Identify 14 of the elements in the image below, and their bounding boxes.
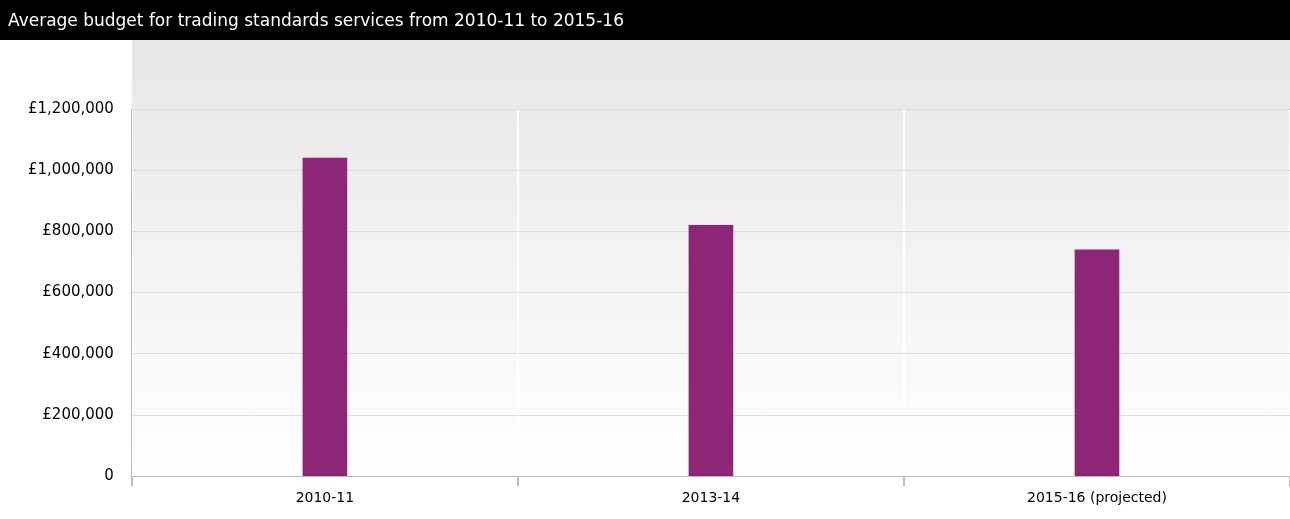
- bar: [1074, 249, 1120, 477]
- chart-title: Average budget for trading standards services from 2010-11 to 2015-16: [0, 0, 1290, 40]
- y-tick-label: £400,000: [42, 343, 114, 362]
- y-tick-label: £1,000,000: [27, 160, 114, 179]
- y-tick-label: £600,000: [42, 282, 114, 301]
- bar: [302, 157, 348, 477]
- x-tick-label: 2010-11: [295, 489, 355, 506]
- y-tick-label: 0: [104, 466, 114, 485]
- bar: [688, 224, 734, 477]
- x-tick-label: 2015-16 (projected): [1027, 489, 1167, 506]
- y-tick-label: £1,200,000: [27, 98, 114, 117]
- x-tick-label: 2013-14: [681, 489, 741, 506]
- y-tick-label: £200,000: [42, 404, 114, 423]
- y-tick-label: £800,000: [42, 221, 114, 240]
